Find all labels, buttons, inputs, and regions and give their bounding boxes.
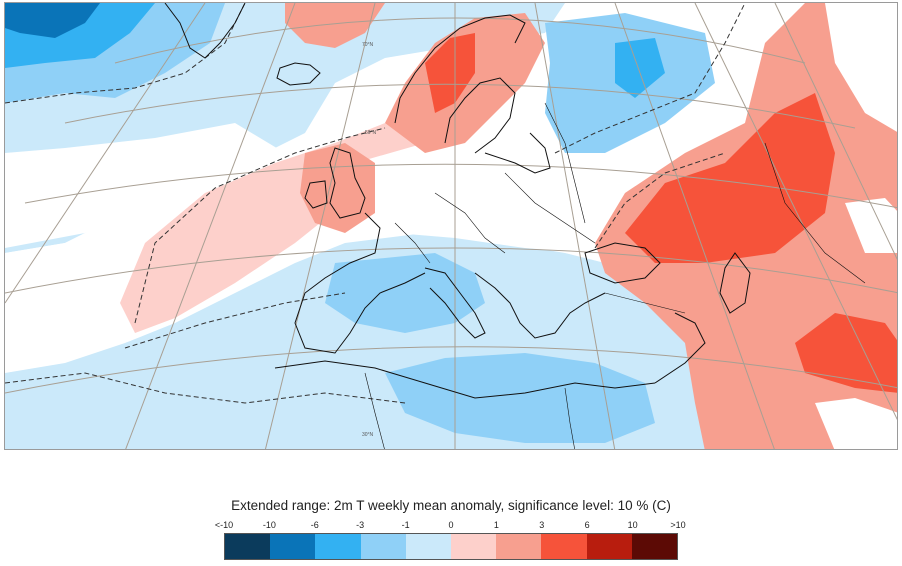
gridline-labels: 70°N 50°N 30°N: [362, 42, 377, 438]
border-libya-egypt: [564, 387, 575, 449]
black-sea-coast: [584, 242, 661, 284]
anomaly-area-red-ukraine-russia: [625, 93, 835, 263]
coastlines-and-borders: [164, 3, 866, 449]
legend-tick-label: -1: [401, 520, 410, 530]
longitude-line-7: [694, 3, 897, 421]
legend-tick-label: 3: [539, 520, 545, 530]
north-africa-coast: [274, 360, 656, 399]
longitude-line-5: [534, 3, 616, 449]
gridline-label-70n: 70°N: [362, 42, 374, 48]
anomaly-fields: [5, 3, 897, 449]
levant-coast: [654, 312, 706, 384]
legend-tick-label: 10: [627, 520, 638, 530]
legend-tick-label: 6: [584, 520, 590, 530]
legend-tick-label: 1: [493, 520, 499, 530]
graticule: [5, 3, 897, 449]
anomaly-area-dark-blue-nw: [5, 3, 100, 38]
anomaly-area-neutral-atlantic: [5, 123, 285, 248]
border-turkey: [604, 292, 686, 314]
border-russia-west: [544, 102, 586, 224]
italy-coast: [424, 267, 486, 339]
legend-swatch-4: [405, 534, 452, 559]
legend-swatch-9: [631, 534, 678, 559]
legend-swatch-8: [586, 534, 632, 559]
legend-swatch-3: [360, 534, 406, 559]
anomaly-map: 70°N 50°N 30°N: [4, 2, 898, 450]
anomaly-area-neutral-ural: [845, 198, 897, 253]
anomaly-area-neutral-central-europe: [355, 133, 625, 253]
greenland-coast: [164, 3, 246, 59]
anomaly-area-red-norway: [425, 33, 475, 113]
baltic-coast: [484, 132, 551, 174]
significance-contours: [5, 3, 746, 404]
anomaly-area-blue-barents: [615, 38, 665, 98]
caspian-coast: [719, 252, 751, 314]
legend-color-bar: [224, 533, 678, 560]
latitude-line-30n: [5, 346, 897, 394]
anomaly-area-neutral-mid-atlantic: [5, 213, 155, 373]
contour-iberia: [124, 292, 346, 349]
latitude-line-50n: [24, 163, 897, 209]
norway-coast: [394, 14, 526, 124]
legend-tick-label: 0: [448, 520, 454, 530]
anomaly-area-red-middle-east: [795, 313, 897, 393]
sweden-finland-coast: [444, 77, 516, 154]
legend-swatch-7: [541, 534, 587, 559]
legend-swatch-5: [451, 534, 497, 559]
legend-title: Extended range: 2m T weekly mean anomaly…: [231, 498, 671, 513]
legend-tick-label: <-10: [214, 520, 234, 530]
gridline-label-30n: 30°N: [362, 432, 374, 438]
legend-swatch-2: [315, 534, 361, 559]
anomaly-area-light-red-iceland: [285, 3, 385, 48]
border-russia-kazakhstan: [764, 142, 866, 284]
anomaly-area-neutral-arctic: [825, 3, 897, 132]
legend-tick-label: -10: [262, 520, 276, 530]
gridline-label-50n: 50°N: [365, 130, 377, 136]
border-eastern-europe: [504, 172, 596, 244]
contour-atlantic: [134, 127, 386, 324]
latitude-line-60n: [64, 83, 856, 129]
longitude-line-2: [125, 3, 296, 449]
contour-north-africa: [5, 372, 406, 404]
border-north-africa: [364, 372, 385, 449]
contour-east: [594, 152, 726, 249]
legend-tick-label: >10: [670, 520, 686, 530]
contour-russia: [554, 3, 746, 154]
europe-west-coast: [294, 212, 426, 354]
ireland-coast: [304, 180, 328, 209]
border-central-europe: [434, 192, 506, 254]
latitude-line-70n: [114, 17, 806, 64]
longitude-line-8: [774, 3, 897, 260]
longitude-line-6: [614, 3, 775, 449]
anomaly-area-neutral-levant: [815, 398, 897, 449]
longitude-line-1: [5, 3, 206, 304]
latitude-line-40n: [5, 247, 897, 294]
balkans-coast: [474, 272, 606, 339]
legend-swatch-6: [496, 534, 542, 559]
legend-swatch-0: [225, 534, 271, 559]
contour-greenland: [5, 3, 246, 104]
legend-swatch-1: [270, 534, 316, 559]
anomaly-area-blue-north-africa: [385, 353, 655, 443]
iceland-coast: [276, 62, 321, 86]
legend-tick-label: -6: [310, 520, 319, 530]
longitude-line-3: [264, 3, 376, 449]
border-france-germany: [394, 222, 431, 264]
great-britain-coast: [329, 147, 366, 219]
legend-tick-label: -3: [356, 520, 365, 530]
legend-tick-labels: <-10 -10 -6 -3 -1 0 1 3 6 10 >10: [215, 520, 686, 532]
